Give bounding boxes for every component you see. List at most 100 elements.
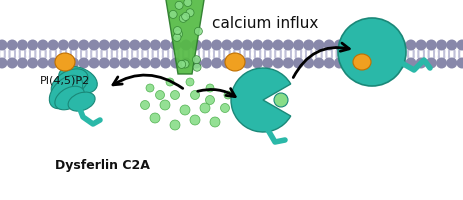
Circle shape bbox=[181, 60, 188, 68]
Circle shape bbox=[38, 40, 48, 50]
Circle shape bbox=[193, 63, 200, 71]
Circle shape bbox=[211, 58, 222, 68]
Circle shape bbox=[48, 58, 58, 68]
Circle shape bbox=[150, 40, 161, 50]
Circle shape bbox=[58, 58, 69, 68]
Circle shape bbox=[262, 58, 273, 68]
Circle shape bbox=[88, 58, 99, 68]
Circle shape bbox=[292, 58, 303, 68]
Circle shape bbox=[405, 58, 415, 68]
Circle shape bbox=[343, 58, 354, 68]
Circle shape bbox=[186, 78, 194, 86]
Circle shape bbox=[194, 27, 202, 35]
Circle shape bbox=[374, 58, 385, 68]
Ellipse shape bbox=[55, 86, 84, 110]
Circle shape bbox=[384, 40, 395, 50]
Circle shape bbox=[173, 33, 181, 41]
Circle shape bbox=[192, 56, 200, 64]
Circle shape bbox=[384, 58, 395, 68]
Circle shape bbox=[343, 40, 354, 50]
Circle shape bbox=[200, 103, 210, 113]
Circle shape bbox=[210, 117, 219, 127]
Circle shape bbox=[405, 40, 415, 50]
Circle shape bbox=[27, 40, 38, 50]
Circle shape bbox=[129, 58, 140, 68]
Circle shape bbox=[170, 58, 181, 68]
Circle shape bbox=[6, 40, 18, 50]
Circle shape bbox=[177, 60, 185, 68]
Circle shape bbox=[272, 58, 283, 68]
Circle shape bbox=[0, 58, 7, 68]
Circle shape bbox=[445, 58, 457, 68]
Circle shape bbox=[333, 40, 344, 50]
Circle shape bbox=[48, 40, 58, 50]
Circle shape bbox=[364, 40, 375, 50]
Circle shape bbox=[333, 58, 344, 68]
Circle shape bbox=[292, 40, 303, 50]
Circle shape bbox=[251, 58, 263, 68]
Circle shape bbox=[190, 90, 199, 99]
Circle shape bbox=[99, 40, 109, 50]
Circle shape bbox=[313, 58, 324, 68]
Circle shape bbox=[160, 40, 171, 50]
Circle shape bbox=[139, 40, 150, 50]
Circle shape bbox=[180, 40, 191, 50]
Circle shape bbox=[160, 58, 171, 68]
Circle shape bbox=[173, 27, 181, 35]
Circle shape bbox=[221, 40, 232, 50]
Circle shape bbox=[241, 58, 252, 68]
Circle shape bbox=[174, 30, 182, 38]
Ellipse shape bbox=[68, 92, 95, 111]
Circle shape bbox=[0, 40, 7, 50]
Circle shape bbox=[17, 40, 28, 50]
Circle shape bbox=[262, 40, 273, 50]
Circle shape bbox=[456, 58, 463, 68]
Circle shape bbox=[394, 58, 405, 68]
Circle shape bbox=[186, 9, 194, 17]
Circle shape bbox=[170, 40, 181, 50]
Circle shape bbox=[190, 58, 201, 68]
Circle shape bbox=[58, 40, 69, 50]
Circle shape bbox=[119, 40, 130, 50]
Circle shape bbox=[17, 58, 28, 68]
Circle shape bbox=[146, 84, 154, 92]
Circle shape bbox=[231, 58, 242, 68]
Text: PI(4,5)P2: PI(4,5)P2 bbox=[40, 76, 90, 86]
Circle shape bbox=[456, 40, 463, 50]
Ellipse shape bbox=[55, 53, 75, 71]
Circle shape bbox=[313, 40, 324, 50]
Circle shape bbox=[150, 113, 160, 123]
Circle shape bbox=[205, 95, 214, 104]
Circle shape bbox=[189, 115, 200, 125]
Circle shape bbox=[170, 90, 179, 99]
Text: calcium influx: calcium influx bbox=[211, 17, 318, 31]
Ellipse shape bbox=[59, 66, 97, 94]
Circle shape bbox=[211, 40, 222, 50]
Circle shape bbox=[175, 1, 183, 9]
Circle shape bbox=[435, 40, 446, 50]
Circle shape bbox=[206, 84, 213, 92]
Circle shape bbox=[354, 58, 364, 68]
Circle shape bbox=[160, 100, 169, 110]
Circle shape bbox=[129, 40, 140, 50]
Circle shape bbox=[220, 103, 229, 112]
Circle shape bbox=[155, 90, 164, 99]
Ellipse shape bbox=[352, 54, 370, 70]
Circle shape bbox=[415, 40, 425, 50]
Circle shape bbox=[200, 58, 212, 68]
Circle shape bbox=[323, 40, 334, 50]
Ellipse shape bbox=[49, 75, 82, 109]
Circle shape bbox=[179, 14, 187, 22]
Circle shape bbox=[282, 40, 293, 50]
Circle shape bbox=[337, 18, 405, 86]
Circle shape bbox=[139, 58, 150, 68]
Circle shape bbox=[323, 58, 334, 68]
Circle shape bbox=[274, 93, 288, 107]
Circle shape bbox=[302, 58, 313, 68]
Circle shape bbox=[183, 0, 191, 6]
Circle shape bbox=[354, 40, 364, 50]
Circle shape bbox=[241, 40, 252, 50]
Circle shape bbox=[364, 58, 375, 68]
Circle shape bbox=[374, 40, 385, 50]
Polygon shape bbox=[165, 0, 205, 74]
